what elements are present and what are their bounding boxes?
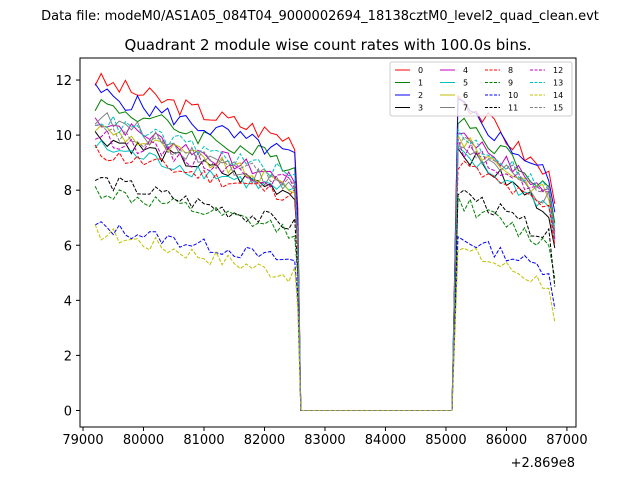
y-tick-label: 10 [55, 129, 72, 144]
legend-label-12: 12 [553, 66, 563, 75]
plot-lines [94, 72, 556, 411]
legend-label-15: 15 [553, 104, 563, 113]
legend-label-1: 1 [418, 79, 423, 88]
legend-label-14: 14 [553, 91, 563, 100]
chart-suptitle: Data file: modeM0/AS1A05_084T04_90000026… [41, 9, 599, 24]
legend-label-11: 11 [508, 104, 518, 113]
plot-frame [79, 57, 577, 428]
x-tick-label: 82000 [244, 433, 285, 448]
legend-label-6: 6 [463, 91, 468, 100]
y-tick-label: 8 [64, 184, 72, 199]
legend-label-7: 7 [463, 104, 468, 113]
legend-label-3: 3 [418, 104, 423, 113]
chart-title: Quadrant 2 module wise count rates with … [124, 36, 531, 54]
series-line-2 [94, 83, 556, 411]
legend-label-4: 4 [463, 66, 468, 75]
series-line-13 [94, 114, 556, 411]
y-tick-label: 6 [64, 239, 72, 254]
x-offset-label: +2.869e8 [511, 456, 575, 471]
legend-label-8: 8 [508, 66, 513, 75]
y-tick-label: 2 [64, 349, 72, 364]
y-tick-label: 12 [55, 74, 72, 89]
x-tick-label: 81000 [183, 433, 224, 448]
legend-label-2: 2 [418, 91, 423, 100]
y-tick-label: 0 [64, 404, 72, 419]
y-tick-label: 4 [64, 294, 72, 309]
x-tick-label: 85000 [425, 433, 466, 448]
legend-label-0: 0 [418, 66, 423, 75]
axes: 79000 80000 81000 82000 83000 84000 85000 86000… [55, 74, 587, 448]
x-tick-label: 84000 [365, 433, 406, 448]
x-tick-label: 87000 [546, 433, 587, 448]
legend-label-13: 13 [553, 79, 563, 88]
series-line-11 [94, 176, 556, 411]
legend-label-10: 10 [508, 91, 518, 100]
x-tick-label: 79000 [62, 433, 103, 448]
x-tick-label: 86000 [486, 433, 527, 448]
legend-label-5: 5 [463, 79, 468, 88]
legend-box [389, 61, 573, 117]
series-line-3 [94, 131, 556, 411]
legend-label-9: 9 [508, 79, 513, 88]
x-tick-label: 80000 [123, 433, 164, 448]
series-line-9 [94, 185, 556, 411]
series-line-5 [94, 139, 556, 411]
series-line-14 [94, 224, 556, 411]
series-line-8 [94, 144, 556, 411]
x-tick-label: 83000 [304, 433, 345, 448]
series-line-12 [94, 129, 556, 411]
series-line-1 [94, 98, 556, 411]
series-line-10 [94, 221, 556, 411]
series-line-15 [95, 124, 556, 411]
